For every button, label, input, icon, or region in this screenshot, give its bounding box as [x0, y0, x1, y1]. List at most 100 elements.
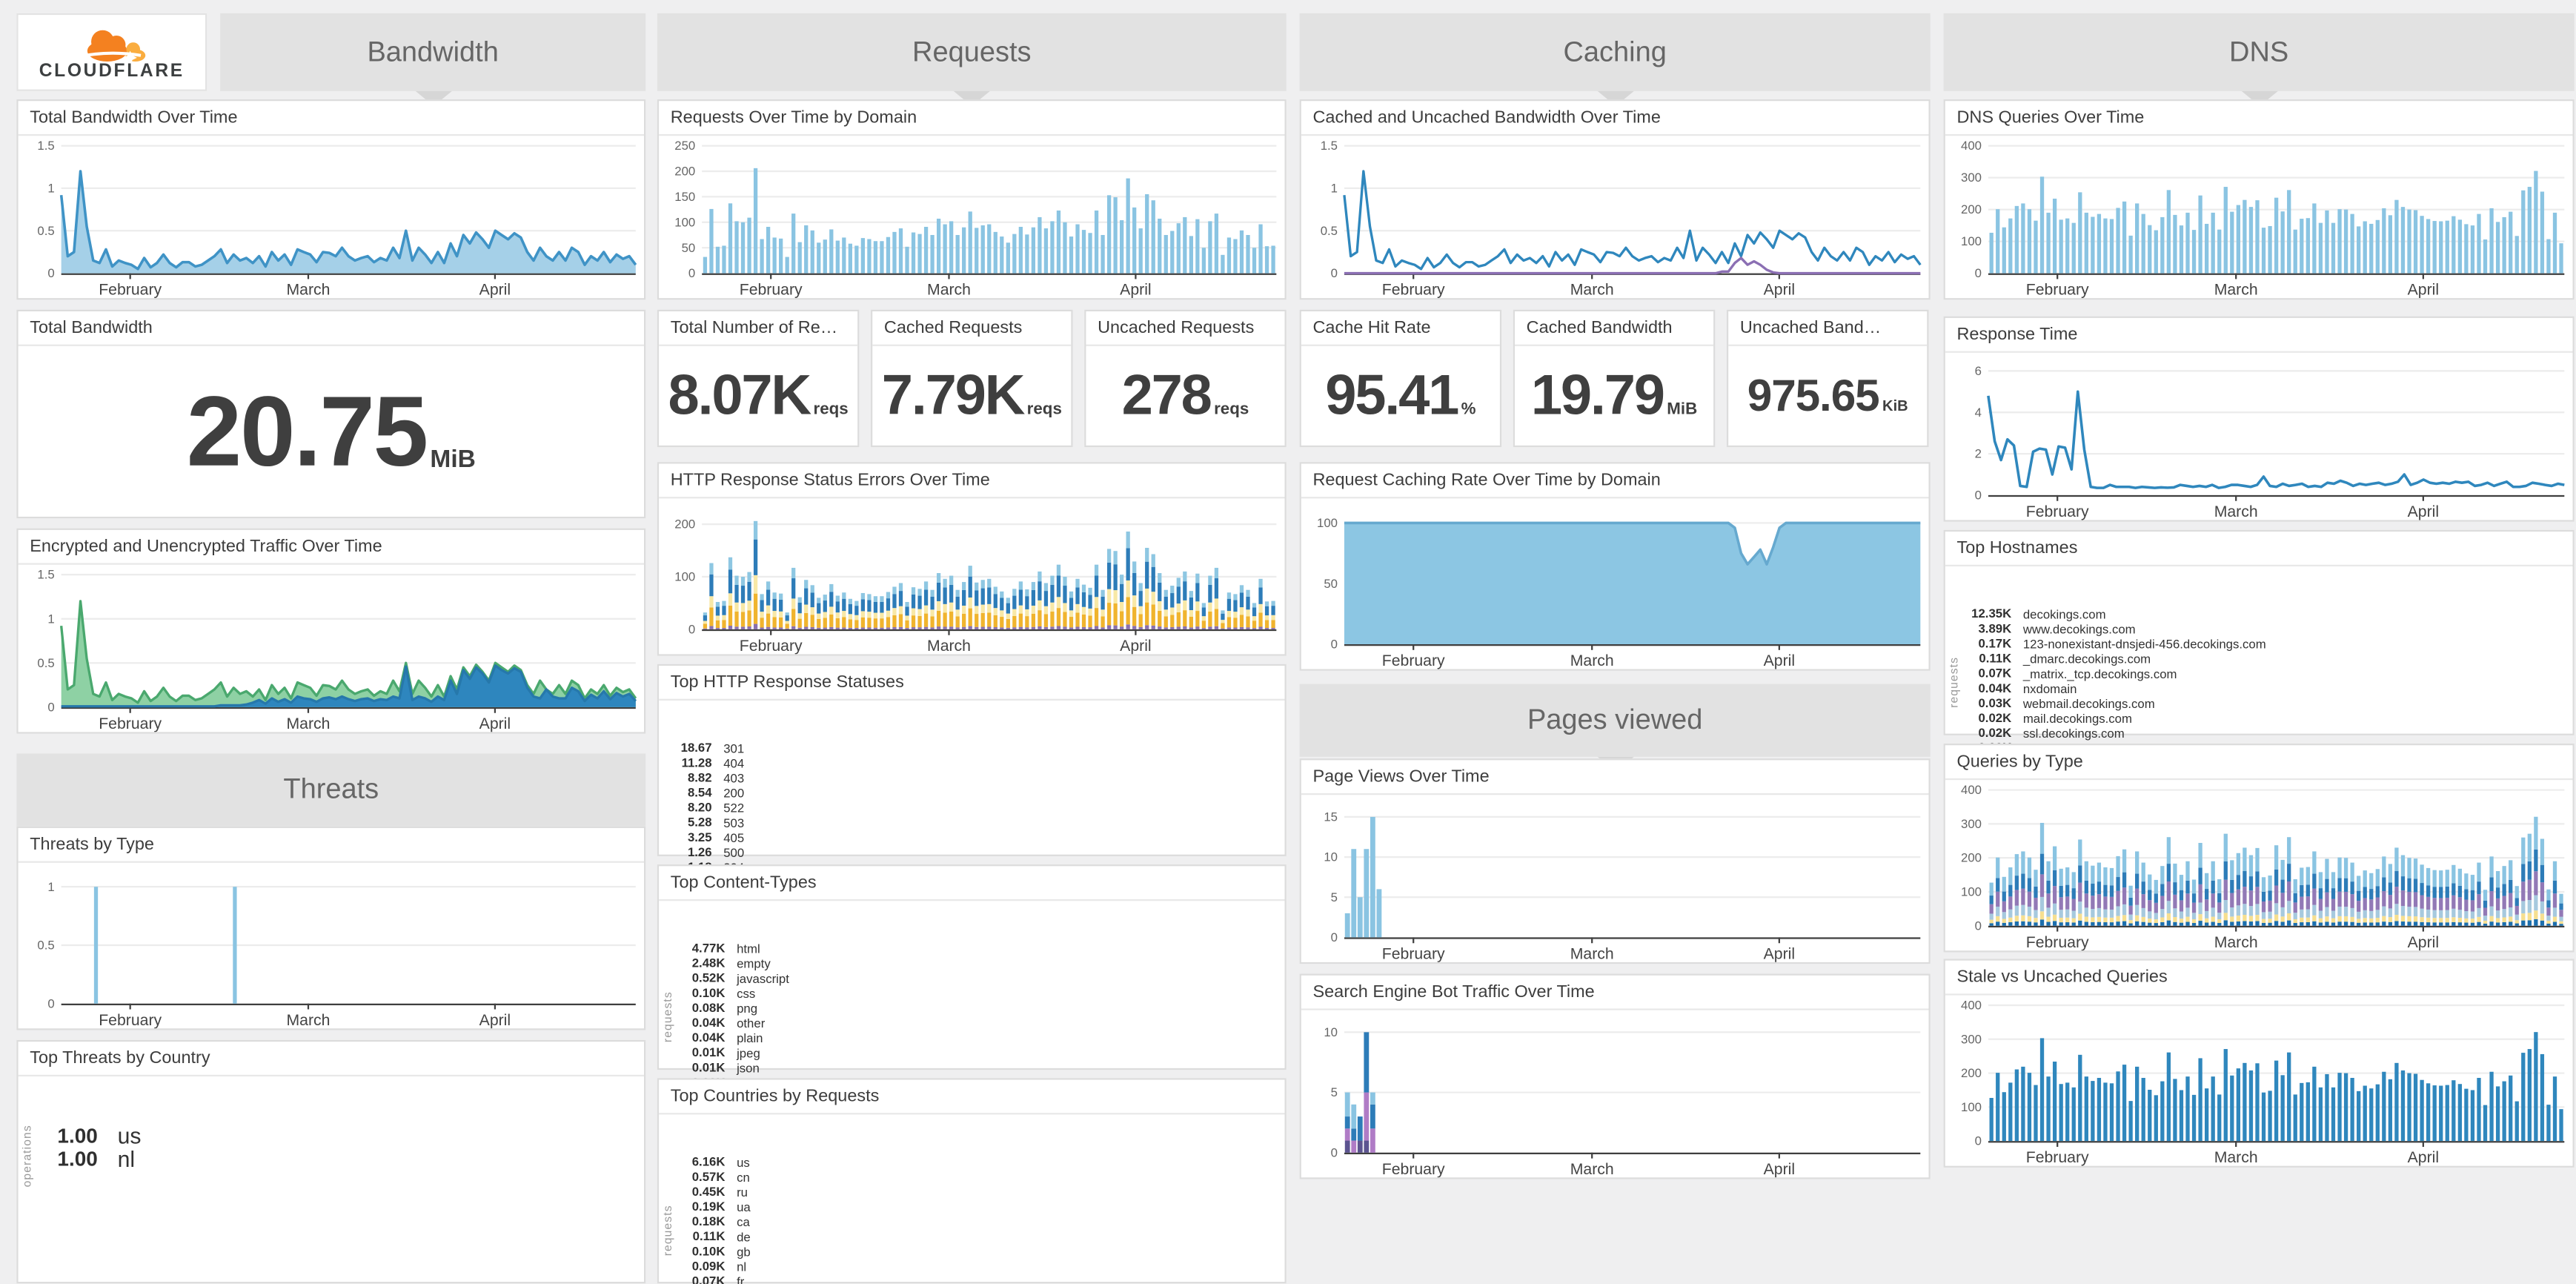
hbar-label: _dmarc.decokings.com: [2022, 650, 2151, 666]
svg-text:100: 100: [1317, 516, 1338, 530]
stat-unit: KiB: [1882, 397, 1908, 414]
panel-title: Uncached Band…: [1728, 311, 1928, 346]
hbar-row[interactable]: 3.89K www.decokings.com: [1962, 621, 2563, 636]
cached-uncached-line-chart[interactable]: 0 0.5 1 1.5 February March April: [1301, 136, 1929, 298]
svg-text:April: April: [1764, 945, 1795, 962]
panel-title: DNS Queries Over Time: [1945, 101, 2573, 136]
hbar-row[interactable]: 0.03K webmail.decokings.com: [1962, 695, 2563, 710]
hbar-label: ru: [737, 1184, 748, 1199]
hbar-row[interactable]: 0.18K ca: [675, 1214, 1275, 1228]
stat-unit: %: [1461, 400, 1476, 419]
hbar-row[interactable]: 0.04K nxdomain: [1962, 681, 2563, 695]
svg-text:1.5: 1.5: [1321, 139, 1338, 153]
hbar-value: 3.25: [687, 830, 712, 845]
page-views-bar-chart[interactable]: 0 5 10 15 February March April: [1301, 795, 1929, 962]
hbar-row[interactable]: 3.25 405: [663, 830, 1275, 844]
caching-rate-area-chart[interactable]: 0 50 100 February March April: [1301, 498, 1929, 669]
http-errors-stacked-chart[interactable]: 0 100 200 February March April: [659, 498, 1284, 654]
hbar-row[interactable]: 8.54 200: [663, 785, 1275, 800]
hbar-label: plain: [737, 1030, 763, 1045]
panel-search-bots: Search Engine Bot Traffic Over Time 0 5 10…: [1299, 973, 1931, 1179]
panel-cached-bandwidth-stat: Cached Bandwidth 19.79 MiB: [1513, 309, 1716, 448]
svg-text:15: 15: [1324, 810, 1338, 824]
hbar-row[interactable]: 8.82 403: [663, 770, 1275, 785]
svg-text:6: 6: [1975, 364, 1982, 378]
hbar-row[interactable]: 0.01K json: [675, 1060, 1275, 1075]
hbar-label: 404: [723, 755, 745, 770]
section-header-bandwidth: Bandwidth: [220, 13, 646, 106]
hbar-row[interactable]: 1.26 500: [663, 844, 1275, 859]
panel-title: Uncached Requests: [1086, 311, 1285, 346]
hbar-value: 18.67: [680, 740, 712, 755]
hbar-row[interactable]: 0.57K cn: [675, 1169, 1275, 1184]
hbar-row[interactable]: 8.20 522: [663, 800, 1275, 815]
svg-text:April: April: [1764, 282, 1795, 298]
hbar-row[interactable]: 0.11K de: [675, 1229, 1275, 1244]
stale-uncached-bar-chart[interactable]: 0 100 200 300 400 February March April: [1945, 996, 2573, 1166]
requests-bar-chart[interactable]: 0 50 100 150 200 250 February March April: [659, 136, 1284, 298]
hbar-row[interactable]: 0.01K jpeg: [675, 1045, 1275, 1060]
panel-title: Queries by Type: [1945, 745, 2573, 781]
panel-caching-rate: Request Caching Rate Over Time by Domain…: [1299, 462, 1931, 671]
hbar-row[interactable]: 11.28 404: [663, 755, 1275, 770]
hbar-row[interactable]: 1.00 nl: [35, 1147, 631, 1172]
svg-text:April: April: [1120, 282, 1151, 298]
svg-text:0.5: 0.5: [37, 224, 54, 238]
cloudflare-logo-text: CLOUDFLARE: [39, 60, 185, 81]
hbar-label: 403: [723, 770, 745, 785]
hbar-row[interactable]: 0.19K ua: [675, 1199, 1275, 1214]
response-time-line-chart[interactable]: 0 2 4 6 February March April: [1945, 353, 2573, 520]
hbar-row[interactable]: 1.00 us: [35, 1124, 631, 1149]
svg-text:March: March: [286, 715, 330, 732]
hbar-row[interactable]: 0.45K ru: [675, 1184, 1275, 1199]
dns-queries-bar-chart[interactable]: 0 100 200 300 400 February March April: [1945, 136, 2573, 298]
section-header-caching: Caching: [1299, 13, 1931, 106]
y-axis-label: requests: [663, 1204, 675, 1256]
hbar-row[interactable]: 0.04K other: [675, 1015, 1275, 1030]
hbar-row[interactable]: 12.35K decokings.com: [1962, 606, 2563, 621]
svg-text:0: 0: [1975, 489, 1982, 503]
hbar-label: gb: [737, 1243, 751, 1259]
svg-text:0: 0: [1331, 1145, 1338, 1159]
hbar-value: 0.07K: [1978, 666, 2012, 681]
svg-text:0.5: 0.5: [37, 656, 54, 670]
hbar-row[interactable]: 18.67 301: [663, 741, 1275, 755]
stat-value: 278: [1121, 363, 1212, 427]
stat-unit: MiB: [430, 445, 476, 474]
hbar-row[interactable]: 0.17K 123-nonexistant-dnsjedi-456.decokin…: [1962, 636, 2563, 651]
hbar-row[interactable]: 2.48K empty: [675, 956, 1275, 970]
hbar-row[interactable]: 0.09K nl: [675, 1259, 1275, 1274]
hbar-row[interactable]: 0.07K _matrix._tcp.decokings.com: [1962, 666, 2563, 681]
search-bots-stacked-chart[interactable]: 0 5 10 February March April: [1301, 1010, 1929, 1177]
svg-text:200: 200: [674, 517, 695, 532]
hbar-row[interactable]: 5.28 503: [663, 815, 1275, 830]
hbar-row[interactable]: 0.52K javascript: [675, 970, 1275, 985]
hbar-row[interactable]: 0.04K plain: [675, 1030, 1275, 1045]
hbar-row[interactable]: 0.02K mail.decokings.com: [1962, 710, 2563, 725]
svg-text:April: April: [2408, 1149, 2439, 1165]
svg-text:March: March: [2214, 282, 2258, 298]
section-header-threats: Threats: [16, 753, 646, 841]
total-bandwidth-area-chart[interactable]: 0 0.5 1 1.5 February March April: [19, 136, 644, 298]
hbar-row[interactable]: 0.11K _dmarc.decokings.com: [1962, 651, 2563, 666]
hbar-row[interactable]: 0.10K css: [675, 985, 1275, 1000]
panel-title: Cached Requests: [872, 311, 1072, 346]
stat-value: 20.75: [186, 376, 429, 487]
encrypted-traffic-area-chart[interactable]: 0 0.5 1 1.5 February March April: [19, 565, 644, 732]
hbar-row[interactable]: 0.02K ssl.decokings.com: [1962, 725, 2563, 740]
threats-by-type-bar-chart[interactable]: 0 0.5 1 February March April: [19, 863, 644, 1028]
hbar-value: 0.04K: [691, 1015, 726, 1030]
svg-text:March: March: [286, 282, 330, 298]
hbar-row[interactable]: 0.10K gb: [675, 1244, 1275, 1259]
svg-text:0: 0: [688, 622, 695, 636]
hbar-row[interactable]: 0.08K png: [675, 1000, 1275, 1015]
hbar-row[interactable]: 6.16K us: [675, 1154, 1275, 1169]
hbar-row[interactable]: 0.07K fr: [675, 1274, 1275, 1284]
hbar-value: 0.02K: [1978, 725, 2012, 741]
svg-text:February: February: [2026, 1149, 2089, 1165]
svg-text:April: April: [2408, 503, 2439, 520]
queries-by-type-stacked-chart[interactable]: 0 100 200 300 400 February March April: [1945, 780, 2573, 950]
panel-total-bandwidth-stat: Total Bandwidth 20.75 MiB: [16, 309, 646, 519]
hbar-value: 0.04K: [691, 1030, 726, 1045]
hbar-row[interactable]: 4.77K html: [675, 941, 1275, 956]
